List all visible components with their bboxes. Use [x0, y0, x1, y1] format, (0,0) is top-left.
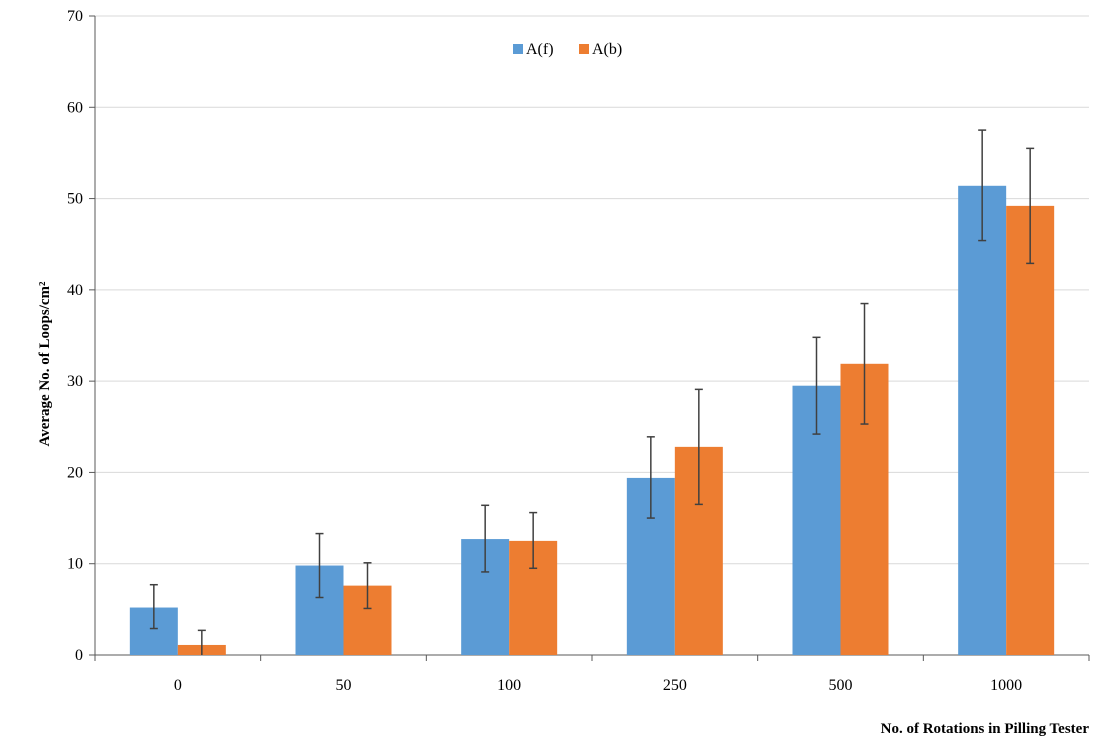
x-tick-label: 50 — [336, 677, 352, 694]
y-tick-label: 60 — [67, 99, 83, 116]
bar-ab-1000 — [1006, 205, 1055, 656]
axes — [89, 15, 1090, 661]
x-tick-label: 0 — [174, 677, 182, 694]
y-tick-label: 40 — [67, 282, 83, 299]
gridlines — [95, 15, 1089, 565]
bar-af-1000 — [958, 185, 1007, 655]
y-tick-label: 50 — [67, 191, 83, 208]
legend-label: A(f) — [526, 41, 554, 58]
legend: A(f) A(b) — [513, 41, 622, 58]
x-tick-label: 250 — [663, 677, 687, 694]
y-tick-label: 0 — [75, 647, 83, 664]
legend-swatch — [513, 44, 523, 54]
y-tick-label: 10 — [67, 556, 83, 573]
y-tick-label: 20 — [67, 464, 83, 481]
x-tick-label: 500 — [829, 677, 853, 694]
y-tick-label: 30 — [67, 373, 83, 390]
x-tick-label: 100 — [497, 677, 521, 694]
x-axis-title: No. of Rotations in Pilling Tester — [881, 721, 1090, 737]
tick-labels: 0 10 20 30 40 50 60 70 0 50 100 250 500 1000 — [67, 8, 1022, 694]
x-tick-label: 1000 — [990, 677, 1022, 694]
y-tick-label: 70 — [67, 8, 83, 25]
y-axis-title: Average No. of Loops/cm² — [37, 281, 53, 447]
error-bars — [149, 129, 1035, 655]
legend-swatch — [579, 44, 589, 54]
bars — [129, 185, 1055, 656]
legend-label: A(b) — [592, 41, 622, 58]
